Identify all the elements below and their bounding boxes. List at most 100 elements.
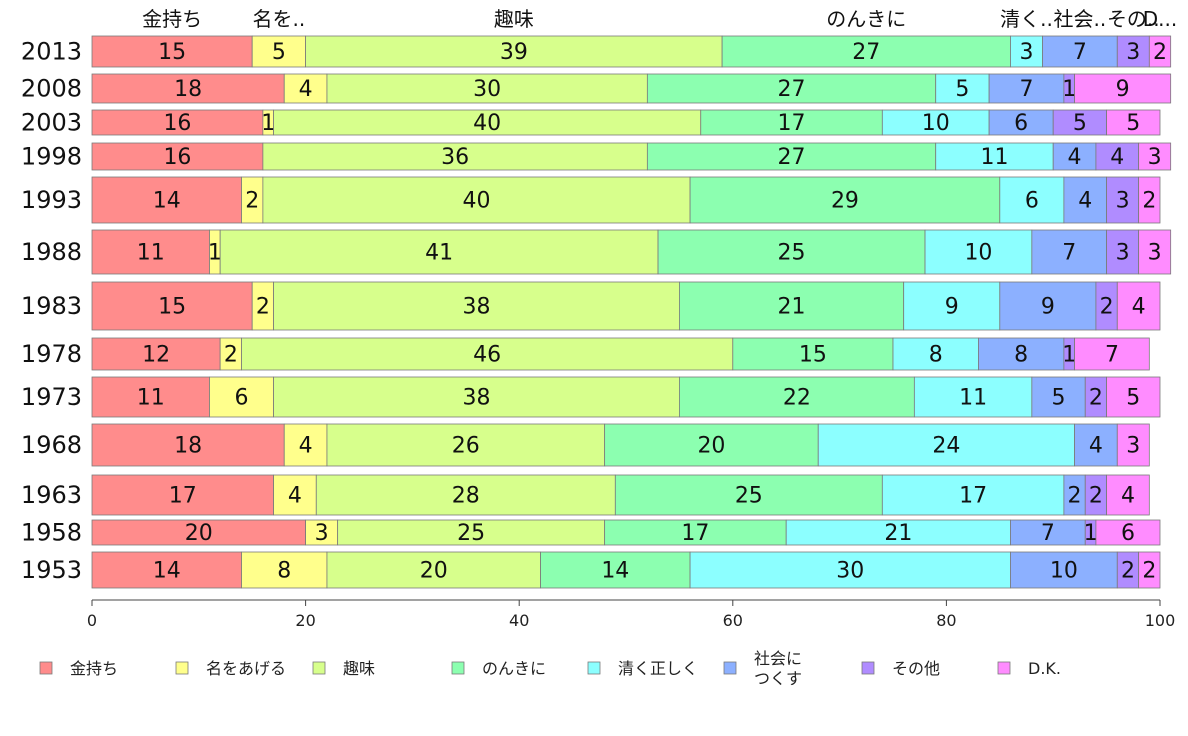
legend-swatch [451, 661, 465, 675]
data-label: 8 [929, 343, 943, 368]
x-tick-label: 40 [509, 611, 529, 630]
bar-row-2013: 2013 15 5 39 27 3 7 3 2 [21, 35, 1172, 68]
legend-label: 清く正しく [618, 659, 698, 678]
data-label: 8 [1014, 343, 1028, 368]
top-category-label: D... [1143, 7, 1177, 31]
bar-row-1968: 1968 18 4 26 20 24 4 3 [21, 423, 1150, 467]
bar-segment [1074, 423, 1118, 467]
bar-segment [988, 109, 1054, 136]
data-label: 5 [1126, 386, 1140, 411]
legend-label: 名をあげる [206, 659, 286, 678]
bar-segment [679, 281, 905, 331]
year-label: 1988 [21, 238, 82, 266]
data-label: 4 [299, 77, 313, 102]
bar-segment [273, 376, 680, 418]
data-label: 5 [272, 40, 286, 65]
top-category-label: のんきに [826, 7, 906, 31]
bar-segment [604, 423, 819, 467]
bar-segment [1010, 519, 1086, 546]
data-label: 3 [1116, 189, 1130, 214]
legend-item: 社会につくす [723, 649, 802, 688]
bar-segment [241, 337, 734, 371]
bar-row-1988: 1988 11 1 41 25 10 7 3 3 [21, 229, 1172, 275]
bar-segment [1031, 229, 1107, 275]
bar-segment [91, 281, 253, 331]
data-label: 15 [158, 295, 186, 320]
data-label: 4 [299, 434, 313, 459]
bar-segment [273, 281, 680, 331]
legend-label: 社会につくす [754, 649, 802, 688]
data-label: 6 [1014, 111, 1028, 136]
bar-segment [241, 551, 328, 589]
bar-segment [91, 142, 264, 171]
legend-swatch [175, 661, 189, 675]
bar-segment [262, 176, 691, 224]
data-label: 17 [169, 484, 197, 509]
data-label: 6 [1121, 521, 1135, 546]
year-label: 2008 [21, 75, 82, 103]
year-label: 1973 [21, 383, 82, 411]
legend-swatch [723, 661, 737, 675]
legend-swatch [587, 661, 601, 675]
data-label: 25 [778, 241, 806, 266]
data-label: 5 [1073, 111, 1087, 136]
bar-segment [935, 73, 990, 104]
bar-segment [1138, 142, 1172, 171]
bar-row-1958: 1958 20 3 25 17 21 7 1 6 [21, 519, 1161, 547]
bar-segment [646, 142, 937, 171]
bar-row-1978: 1978 12 2 46 15 8 8 1 7 [21, 337, 1150, 371]
data-label: 5 [1126, 111, 1140, 136]
data-label: 38 [462, 386, 490, 411]
year-label: 1963 [21, 481, 82, 509]
year-label: 1998 [21, 143, 82, 171]
data-label: 11 [959, 386, 987, 411]
data-label: 5 [1052, 386, 1066, 411]
year-label: 1978 [21, 340, 82, 368]
bar-segment [988, 73, 1065, 104]
data-label: 26 [452, 434, 480, 459]
data-label: 1 [1084, 521, 1098, 546]
bar-segment [732, 337, 894, 371]
data-label: 2 [1142, 559, 1156, 584]
bar-segment [1095, 519, 1161, 546]
bar-segment [657, 229, 926, 275]
bar-segment [1138, 176, 1161, 224]
data-label: 20 [420, 559, 448, 584]
legend-swatch [39, 661, 53, 675]
legend-swatch [997, 661, 1011, 675]
bar-row-2003: 2003 16 1 40 17 10 6 5 5 [21, 109, 1161, 137]
data-label: 41 [425, 241, 453, 266]
data-label: 6 [235, 386, 249, 411]
data-label: 9 [1041, 295, 1055, 320]
legend-swatch [861, 661, 875, 675]
data-label: 7 [1105, 343, 1119, 368]
legend-label: 趣味 [343, 659, 375, 678]
bar-segment [999, 281, 1097, 331]
data-label: 4 [288, 484, 302, 509]
bar-segment [209, 376, 274, 418]
bar-segment [935, 142, 1054, 171]
year-label: 2013 [21, 38, 82, 66]
data-label: 3 [1020, 40, 1034, 65]
data-label: 4 [1121, 484, 1135, 509]
bar-segment [1148, 35, 1172, 68]
data-label: 11 [137, 241, 165, 266]
bar-segment [785, 519, 1011, 546]
top-category-label: 金持ち [142, 7, 202, 31]
bar-segment [1074, 337, 1150, 371]
bar-segment [91, 73, 285, 104]
data-label: 21 [778, 295, 806, 320]
x-tick-label: 0 [87, 611, 97, 630]
legend-label: 金持ち [70, 659, 118, 678]
bar-segment [91, 423, 285, 467]
bar-segment [219, 229, 659, 275]
data-label: 2 [1100, 295, 1114, 320]
data-label: 10 [922, 111, 950, 136]
top-category-label: 社会.. [1054, 7, 1107, 31]
bar-segment [326, 423, 606, 467]
bar-segment [1052, 142, 1097, 171]
top-category-labels: 金持ち 名を.. 趣味 のんきに 清く.. 社会.. その..D... [142, 7, 1177, 31]
data-label: 14 [153, 189, 181, 214]
data-label: 4 [1089, 434, 1103, 459]
top-category-label: 名を.. [253, 7, 306, 31]
